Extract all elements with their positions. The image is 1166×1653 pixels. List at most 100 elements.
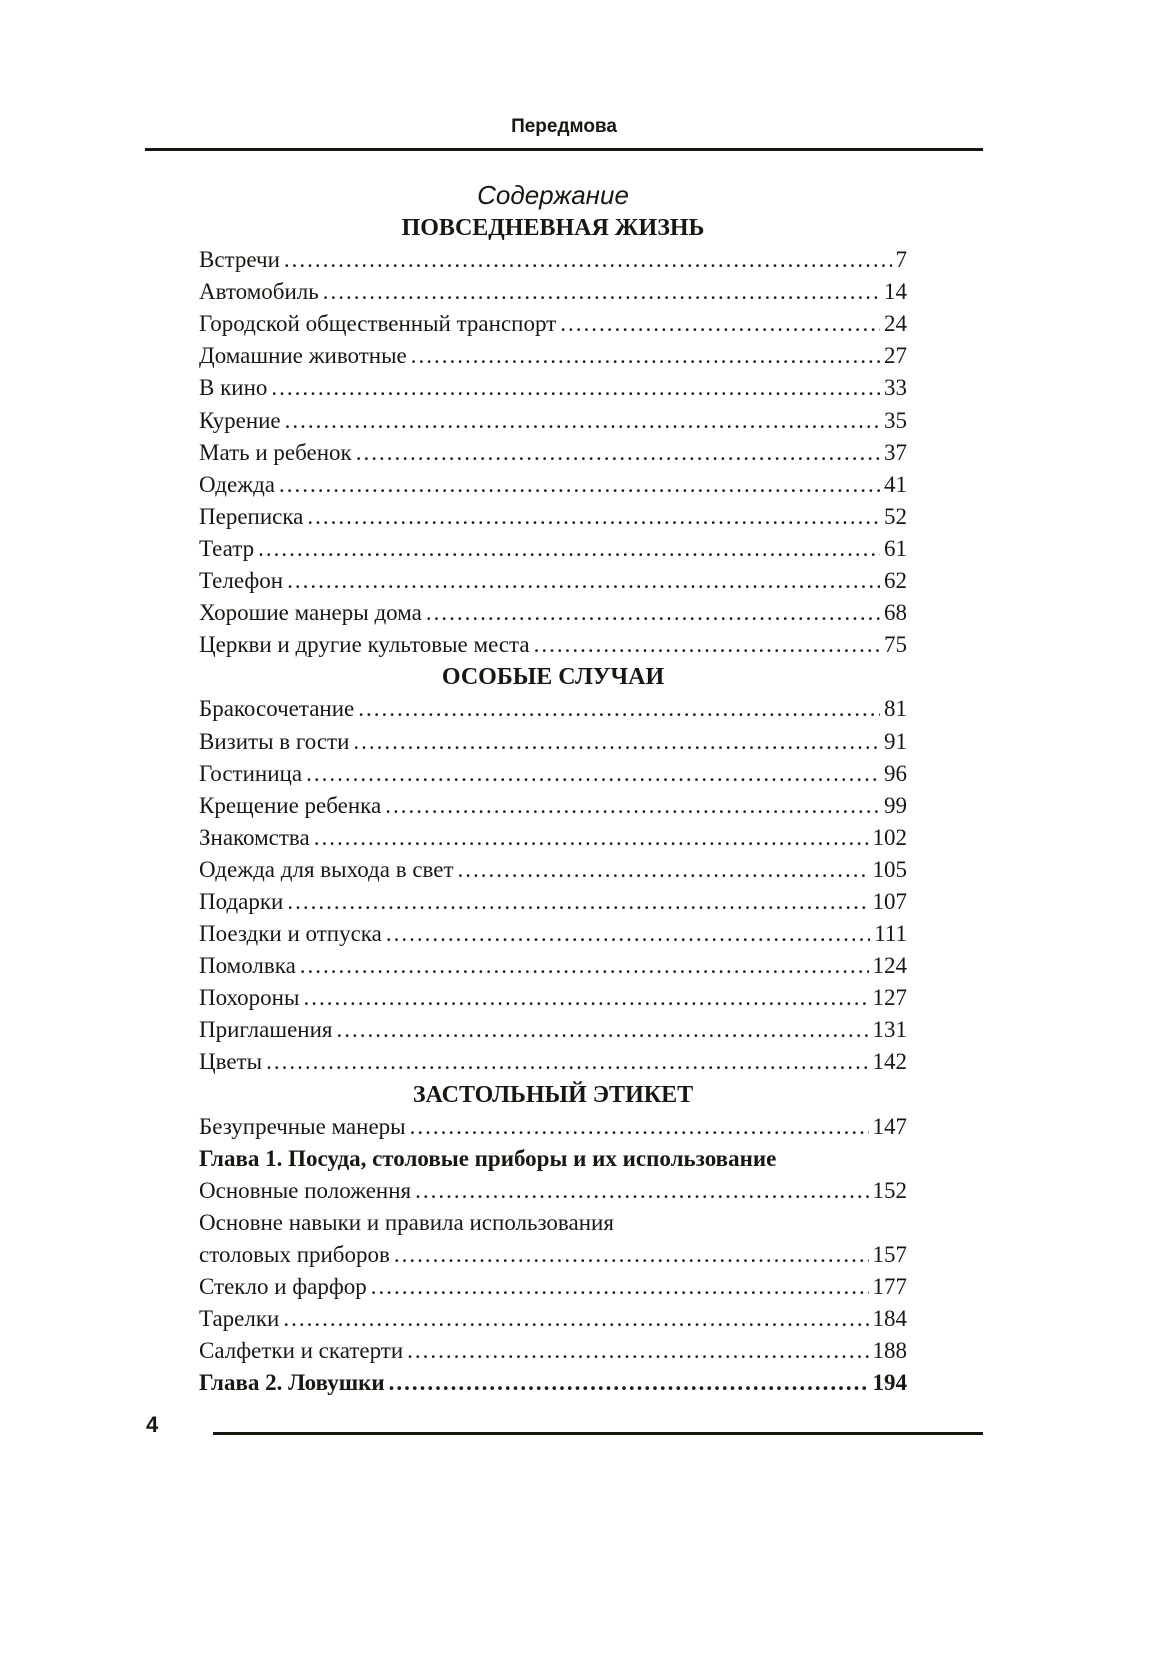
toc-entry: Одежда для выхода в свет 105 bbox=[199, 854, 907, 886]
toc-entry: Одежда 41 bbox=[199, 469, 907, 501]
entry-page: 27 bbox=[884, 343, 907, 369]
toc-entry: Мать и ребенок 37 bbox=[199, 437, 907, 469]
entry-page: 7 bbox=[895, 247, 908, 273]
toc-entry: Цветы 142 bbox=[199, 1046, 907, 1078]
toc-entry: столовых приборов 157 bbox=[199, 1239, 907, 1271]
entry-page: 81 bbox=[884, 696, 907, 722]
section-title: ЗАСТОЛЬНЫЙ ЭТИКЕТ bbox=[412, 1081, 694, 1108]
dot-leader bbox=[389, 1367, 869, 1399]
dot-leader bbox=[314, 822, 869, 854]
dot-leader bbox=[371, 1271, 869, 1303]
dot-leader bbox=[415, 1175, 868, 1207]
entry-page: 194 bbox=[872, 1370, 908, 1396]
entry-page: 96 bbox=[884, 760, 907, 786]
toc-entry: Церкви и другие культовые места 75 bbox=[199, 629, 907, 661]
entry-page: 131 bbox=[872, 1017, 908, 1043]
entry-title: Стекло и фарфор bbox=[199, 1274, 367, 1300]
toc-entry: Гостиница 96 bbox=[199, 758, 907, 790]
dot-leader bbox=[258, 533, 880, 565]
entry-title: Церкви и другие культовые места bbox=[199, 632, 530, 658]
entry-title: Тарелки bbox=[199, 1306, 280, 1332]
dot-leader bbox=[279, 469, 880, 501]
entry-page: 14 bbox=[884, 279, 907, 305]
toc-chapter-heading: Глава 1. Посуда, столовые приборы и их и… bbox=[199, 1143, 907, 1175]
toc-entry: Глава 2. Ловушки 194 bbox=[199, 1367, 907, 1399]
dot-leader bbox=[353, 726, 880, 758]
toc-entry: Театр 61 bbox=[199, 533, 907, 565]
entry-title: Гостиница bbox=[199, 760, 303, 786]
toc-entry: В кино 33 bbox=[199, 372, 907, 404]
toc-entry: Стекло и фарфор 177 bbox=[199, 1271, 907, 1303]
entry-title: Цветы bbox=[199, 1049, 263, 1075]
dot-leader bbox=[426, 597, 880, 629]
toc-entry: Салфетки и скатерти 188 bbox=[199, 1335, 907, 1367]
toc-entry: Приглашения 131 bbox=[199, 1014, 907, 1046]
toc-title: Содержание bbox=[477, 180, 629, 210]
entry-page: 41 bbox=[884, 471, 907, 497]
dot-leader bbox=[287, 565, 880, 597]
toc-entry: Визиты в гости 91 bbox=[199, 726, 907, 758]
entry-title: Глава 2. Ловушки bbox=[199, 1370, 385, 1396]
entry-page: 99 bbox=[884, 792, 907, 818]
toc-section-heading: ОСОБЫЕ СЛУЧАИ bbox=[199, 661, 907, 693]
dot-leader bbox=[410, 1111, 869, 1143]
toc-entry: Помолвка 124 bbox=[199, 950, 907, 982]
entry-title: Крещение ребенка bbox=[199, 792, 382, 818]
toc-entry: Основные положення 152 bbox=[199, 1175, 907, 1207]
entry-title: Поездки и отпуска bbox=[199, 921, 382, 947]
section-title: ОСОБЫЕ СЛУЧАИ bbox=[441, 664, 665, 691]
page-number: 4 bbox=[146, 1412, 159, 1437]
entry-title: Театр bbox=[199, 535, 255, 561]
entry-title: Переписка bbox=[199, 503, 304, 529]
entry-page: 124 bbox=[872, 953, 908, 979]
entry-title: Бракосочетание bbox=[199, 696, 355, 722]
toc-entry: Курение 35 bbox=[199, 405, 907, 437]
entry-title: Помолвка bbox=[199, 953, 296, 979]
entry-page: 107 bbox=[872, 888, 908, 914]
dot-leader bbox=[534, 629, 880, 661]
entry-title: Курение bbox=[199, 407, 281, 433]
entry-page: 33 bbox=[884, 375, 907, 401]
entry-title: Телефон bbox=[199, 568, 284, 594]
dot-leader bbox=[271, 372, 880, 404]
entry-page: 188 bbox=[872, 1338, 908, 1364]
toc-entry: Тарелки 184 bbox=[199, 1303, 907, 1335]
toc-section-heading: ЗАСТОЛЬНЫЙ ЭТИКЕТ bbox=[199, 1079, 907, 1111]
entry-page: 127 bbox=[872, 985, 908, 1011]
entry-title: Встречи bbox=[199, 247, 280, 273]
dot-leader bbox=[323, 276, 880, 308]
entry-title: Визиты в гости bbox=[199, 728, 350, 754]
toc-entry: Хорошие манеры дома 68 bbox=[199, 597, 907, 629]
entry-title: Знакомства bbox=[199, 824, 310, 850]
toc-entry: Подарки 107 bbox=[199, 886, 907, 918]
dot-leader bbox=[266, 1046, 868, 1078]
entry-title: Основне навыки и правила использования bbox=[199, 1209, 614, 1235]
dot-leader bbox=[356, 437, 880, 469]
entry-page: 24 bbox=[884, 311, 907, 337]
entry-title: Безупречные манеры bbox=[199, 1113, 406, 1139]
dot-leader bbox=[358, 693, 880, 725]
chapter-title: Глава 1. Посуда, столовые приборы и их и… bbox=[199, 1145, 777, 1171]
section-title: ПОВСЕДНЕВНАЯ ЖИЗНЬ bbox=[401, 215, 705, 241]
toc-entry: Знакомства 102 bbox=[199, 822, 907, 854]
toc-entry: Безупречные манеры 147 bbox=[199, 1111, 907, 1143]
entry-title: Приглашения bbox=[199, 1017, 333, 1043]
dot-leader bbox=[303, 982, 868, 1014]
dot-leader bbox=[386, 918, 870, 950]
running-head: Передмова bbox=[511, 116, 617, 137]
header-rule bbox=[145, 148, 983, 151]
entry-page: 35 bbox=[884, 407, 907, 433]
entry-page: 184 bbox=[872, 1306, 908, 1332]
dot-leader bbox=[307, 501, 880, 533]
entry-page: 91 bbox=[884, 728, 907, 754]
dot-leader bbox=[337, 1014, 869, 1046]
entry-page: 62 bbox=[884, 568, 907, 594]
toc-entry: Городской общественный транспорт 24 bbox=[199, 308, 907, 340]
entry-page: 105 bbox=[872, 856, 908, 882]
entry-title: Одежда bbox=[199, 471, 276, 497]
entry-title: Похороны bbox=[199, 985, 300, 1011]
entry-title: Автомобиль bbox=[199, 279, 319, 305]
entry-title: Подарки bbox=[199, 888, 284, 914]
entry-title: Одежда для выхода в свет bbox=[199, 856, 454, 882]
entry-page: 52 bbox=[884, 503, 907, 529]
